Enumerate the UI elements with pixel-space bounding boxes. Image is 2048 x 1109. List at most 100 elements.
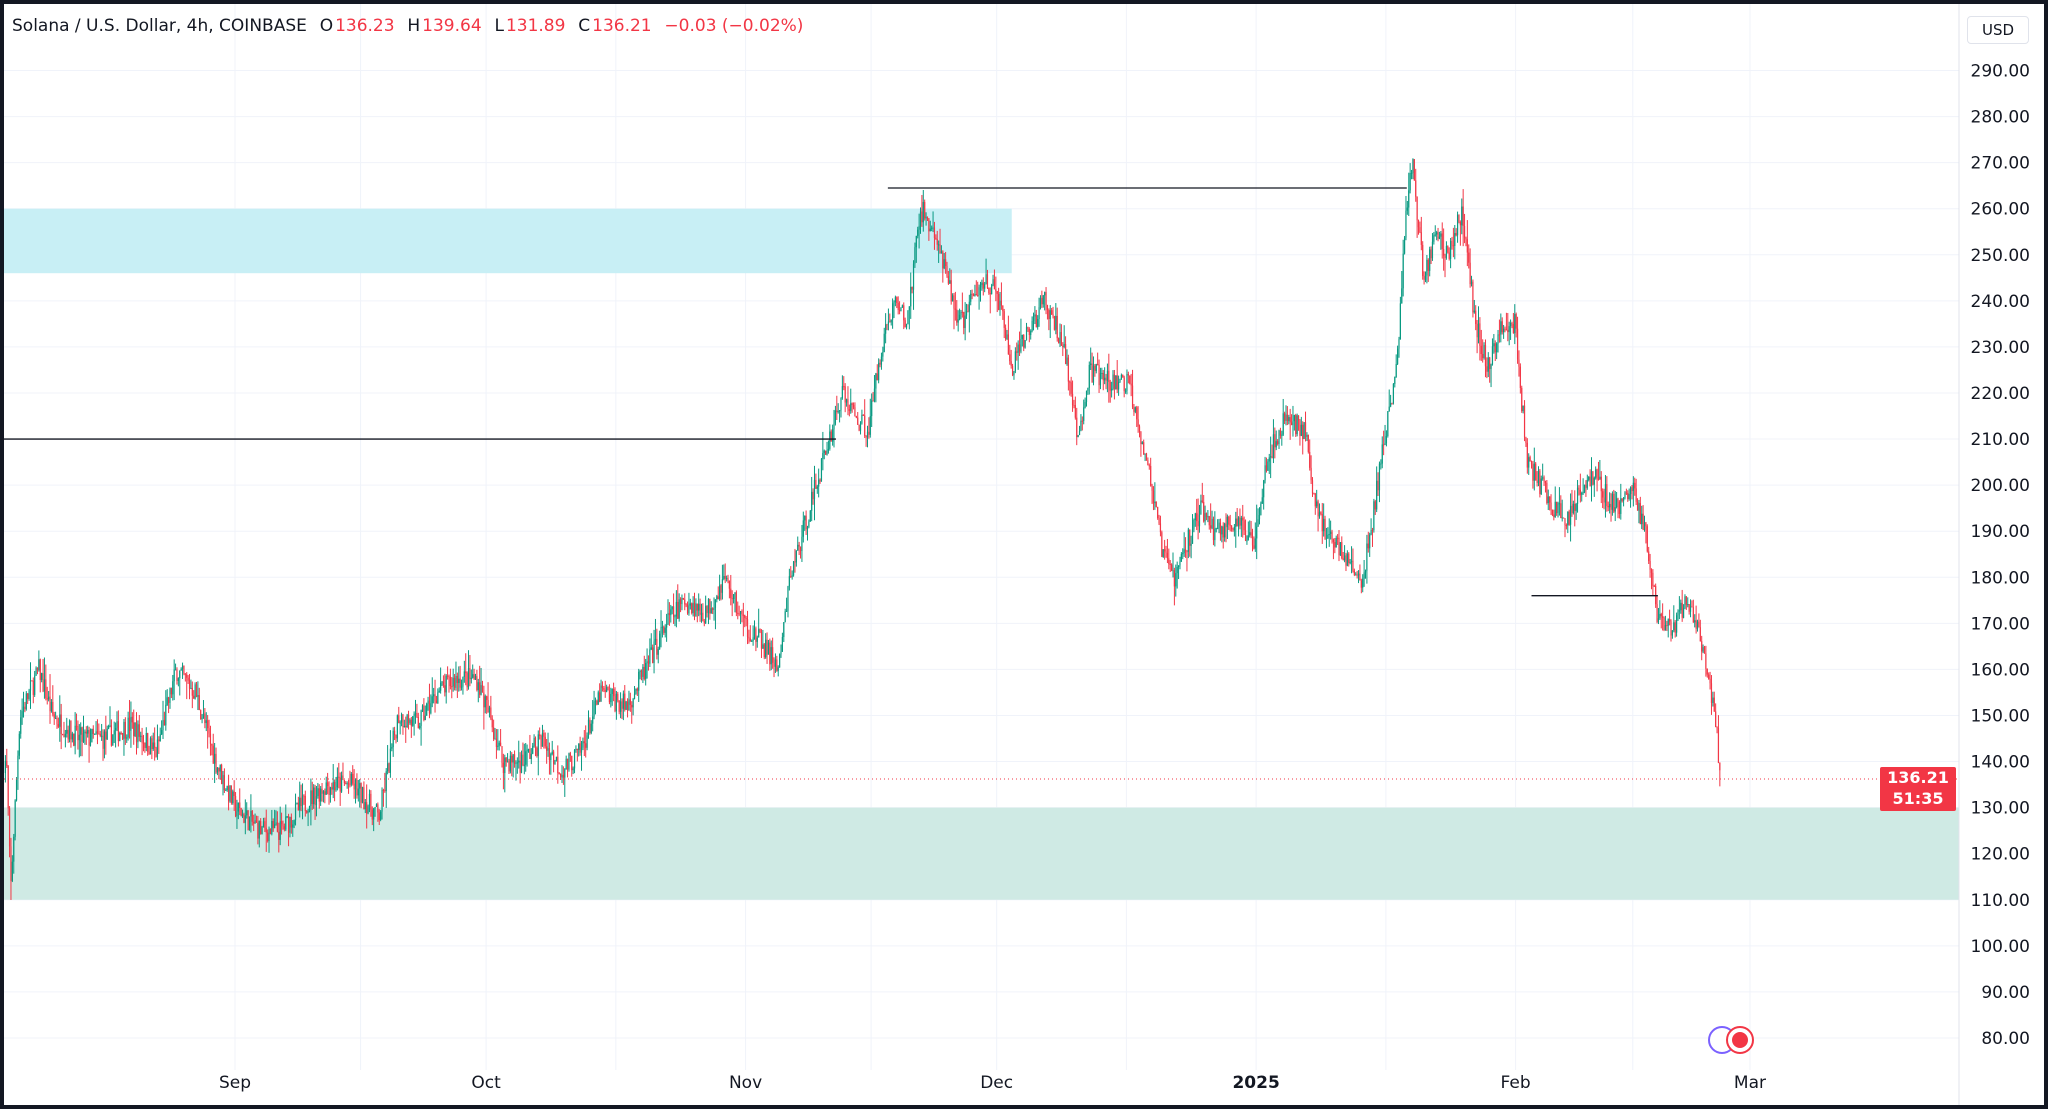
- candle-body: [901, 305, 903, 308]
- candle-body: [1526, 442, 1528, 468]
- candle-body: [1011, 365, 1014, 376]
- candle-body: [194, 684, 196, 699]
- candle-body: [799, 546, 802, 552]
- candle-body: [709, 599, 711, 614]
- candle-body: [859, 423, 862, 431]
- candle-body: [1157, 506, 1159, 518]
- candle-body: [10, 846, 12, 881]
- candle-body: [1282, 413, 1284, 435]
- candle-body: [770, 647, 772, 665]
- candle-body: [1410, 172, 1413, 174]
- candle-body: [180, 668, 182, 671]
- candle-body: [557, 756, 559, 773]
- candle-body: [1021, 334, 1023, 340]
- candle-body: [1493, 343, 1495, 347]
- candle-body: [714, 599, 717, 608]
- high-label: H: [407, 16, 421, 36]
- candle-body: [473, 674, 475, 680]
- candle-body: [606, 687, 608, 692]
- candle-body: [594, 700, 597, 702]
- candle-body: [780, 651, 782, 655]
- price-tick-label: 210.00: [1971, 430, 2030, 450]
- candle-body: [572, 768, 574, 771]
- candle-body: [539, 734, 541, 736]
- candle-body: [1648, 551, 1650, 562]
- candle-body: [760, 631, 763, 649]
- candle-body: [1699, 627, 1701, 642]
- candle-body: [24, 706, 26, 710]
- candle-body: [1228, 516, 1230, 525]
- candle-body: [706, 605, 708, 614]
- candle-body: [1624, 492, 1626, 498]
- symbol-title[interactable]: Solana / U.S. Dollar, 4h, COINBASE: [12, 16, 307, 36]
- candle-body: [149, 738, 152, 755]
- candle-body: [861, 414, 863, 424]
- candle-body: [579, 743, 581, 753]
- candle-body: [1516, 328, 1519, 360]
- flag-icon: [1732, 1032, 1748, 1048]
- candle-body: [1343, 555, 1346, 561]
- candle-body: [534, 737, 537, 749]
- candle-body: [159, 734, 161, 742]
- candle-body: [1339, 542, 1341, 556]
- candle-body: [529, 749, 531, 759]
- candle-body: [1696, 621, 1699, 629]
- candle-body: [702, 612, 704, 622]
- candle-body: [629, 699, 631, 705]
- candle-body: [915, 235, 917, 248]
- candle-body: [942, 251, 944, 269]
- candle-body: [1168, 558, 1170, 564]
- candle-body: [1270, 456, 1272, 458]
- currency-button[interactable]: USD: [1967, 16, 2029, 44]
- candle-body: [1436, 232, 1438, 235]
- candle-body: [1224, 523, 1226, 538]
- candle-body: [1468, 252, 1470, 263]
- candle-body: [294, 803, 297, 821]
- candle-body: [208, 728, 210, 734]
- candle-body: [558, 772, 560, 774]
- candle-body: [158, 739, 160, 742]
- candle-body: [798, 544, 800, 547]
- candle-body: [1098, 365, 1100, 386]
- candle-body: [1147, 460, 1149, 466]
- candle-body: [449, 676, 451, 687]
- candle-body: [1701, 641, 1703, 652]
- candle-body: [953, 295, 955, 309]
- candle-body: [1609, 503, 1611, 508]
- candle-body: [215, 753, 217, 773]
- candle-body: [265, 827, 267, 833]
- candle-body: [522, 754, 524, 766]
- candle-body: [1155, 501, 1157, 507]
- candle-body: [826, 450, 828, 455]
- candle-body: [1557, 503, 1559, 514]
- candle-body: [1652, 572, 1654, 586]
- candle-body: [866, 431, 869, 438]
- candle-body: [1141, 442, 1143, 445]
- candle-body: [1507, 329, 1509, 333]
- candle-body: [1401, 288, 1403, 304]
- candle-body: [268, 828, 270, 841]
- candle-body: [1374, 501, 1376, 510]
- candle-body: [506, 761, 509, 763]
- candle-body: [1009, 354, 1011, 362]
- candle-body: [1712, 697, 1714, 703]
- candle-body: [1662, 616, 1664, 618]
- candle-body: [29, 680, 32, 691]
- candle-body: [504, 757, 506, 774]
- candle-body: [855, 416, 857, 418]
- candle-body: [286, 816, 288, 818]
- candle-body: [1546, 482, 1548, 504]
- candle-body: [1196, 513, 1198, 522]
- candle-body: [1610, 503, 1612, 510]
- candle-body: [580, 747, 583, 753]
- candle-body: [1289, 417, 1291, 423]
- candle-body: [387, 763, 389, 772]
- candle-body: [1350, 560, 1353, 563]
- candle-body: [611, 689, 613, 694]
- price-tick-label: 100.00: [1971, 937, 2030, 957]
- candle-body: [1070, 382, 1072, 394]
- candle-body: [1533, 463, 1535, 481]
- candle-body: [275, 822, 277, 825]
- candle-body: [816, 486, 818, 489]
